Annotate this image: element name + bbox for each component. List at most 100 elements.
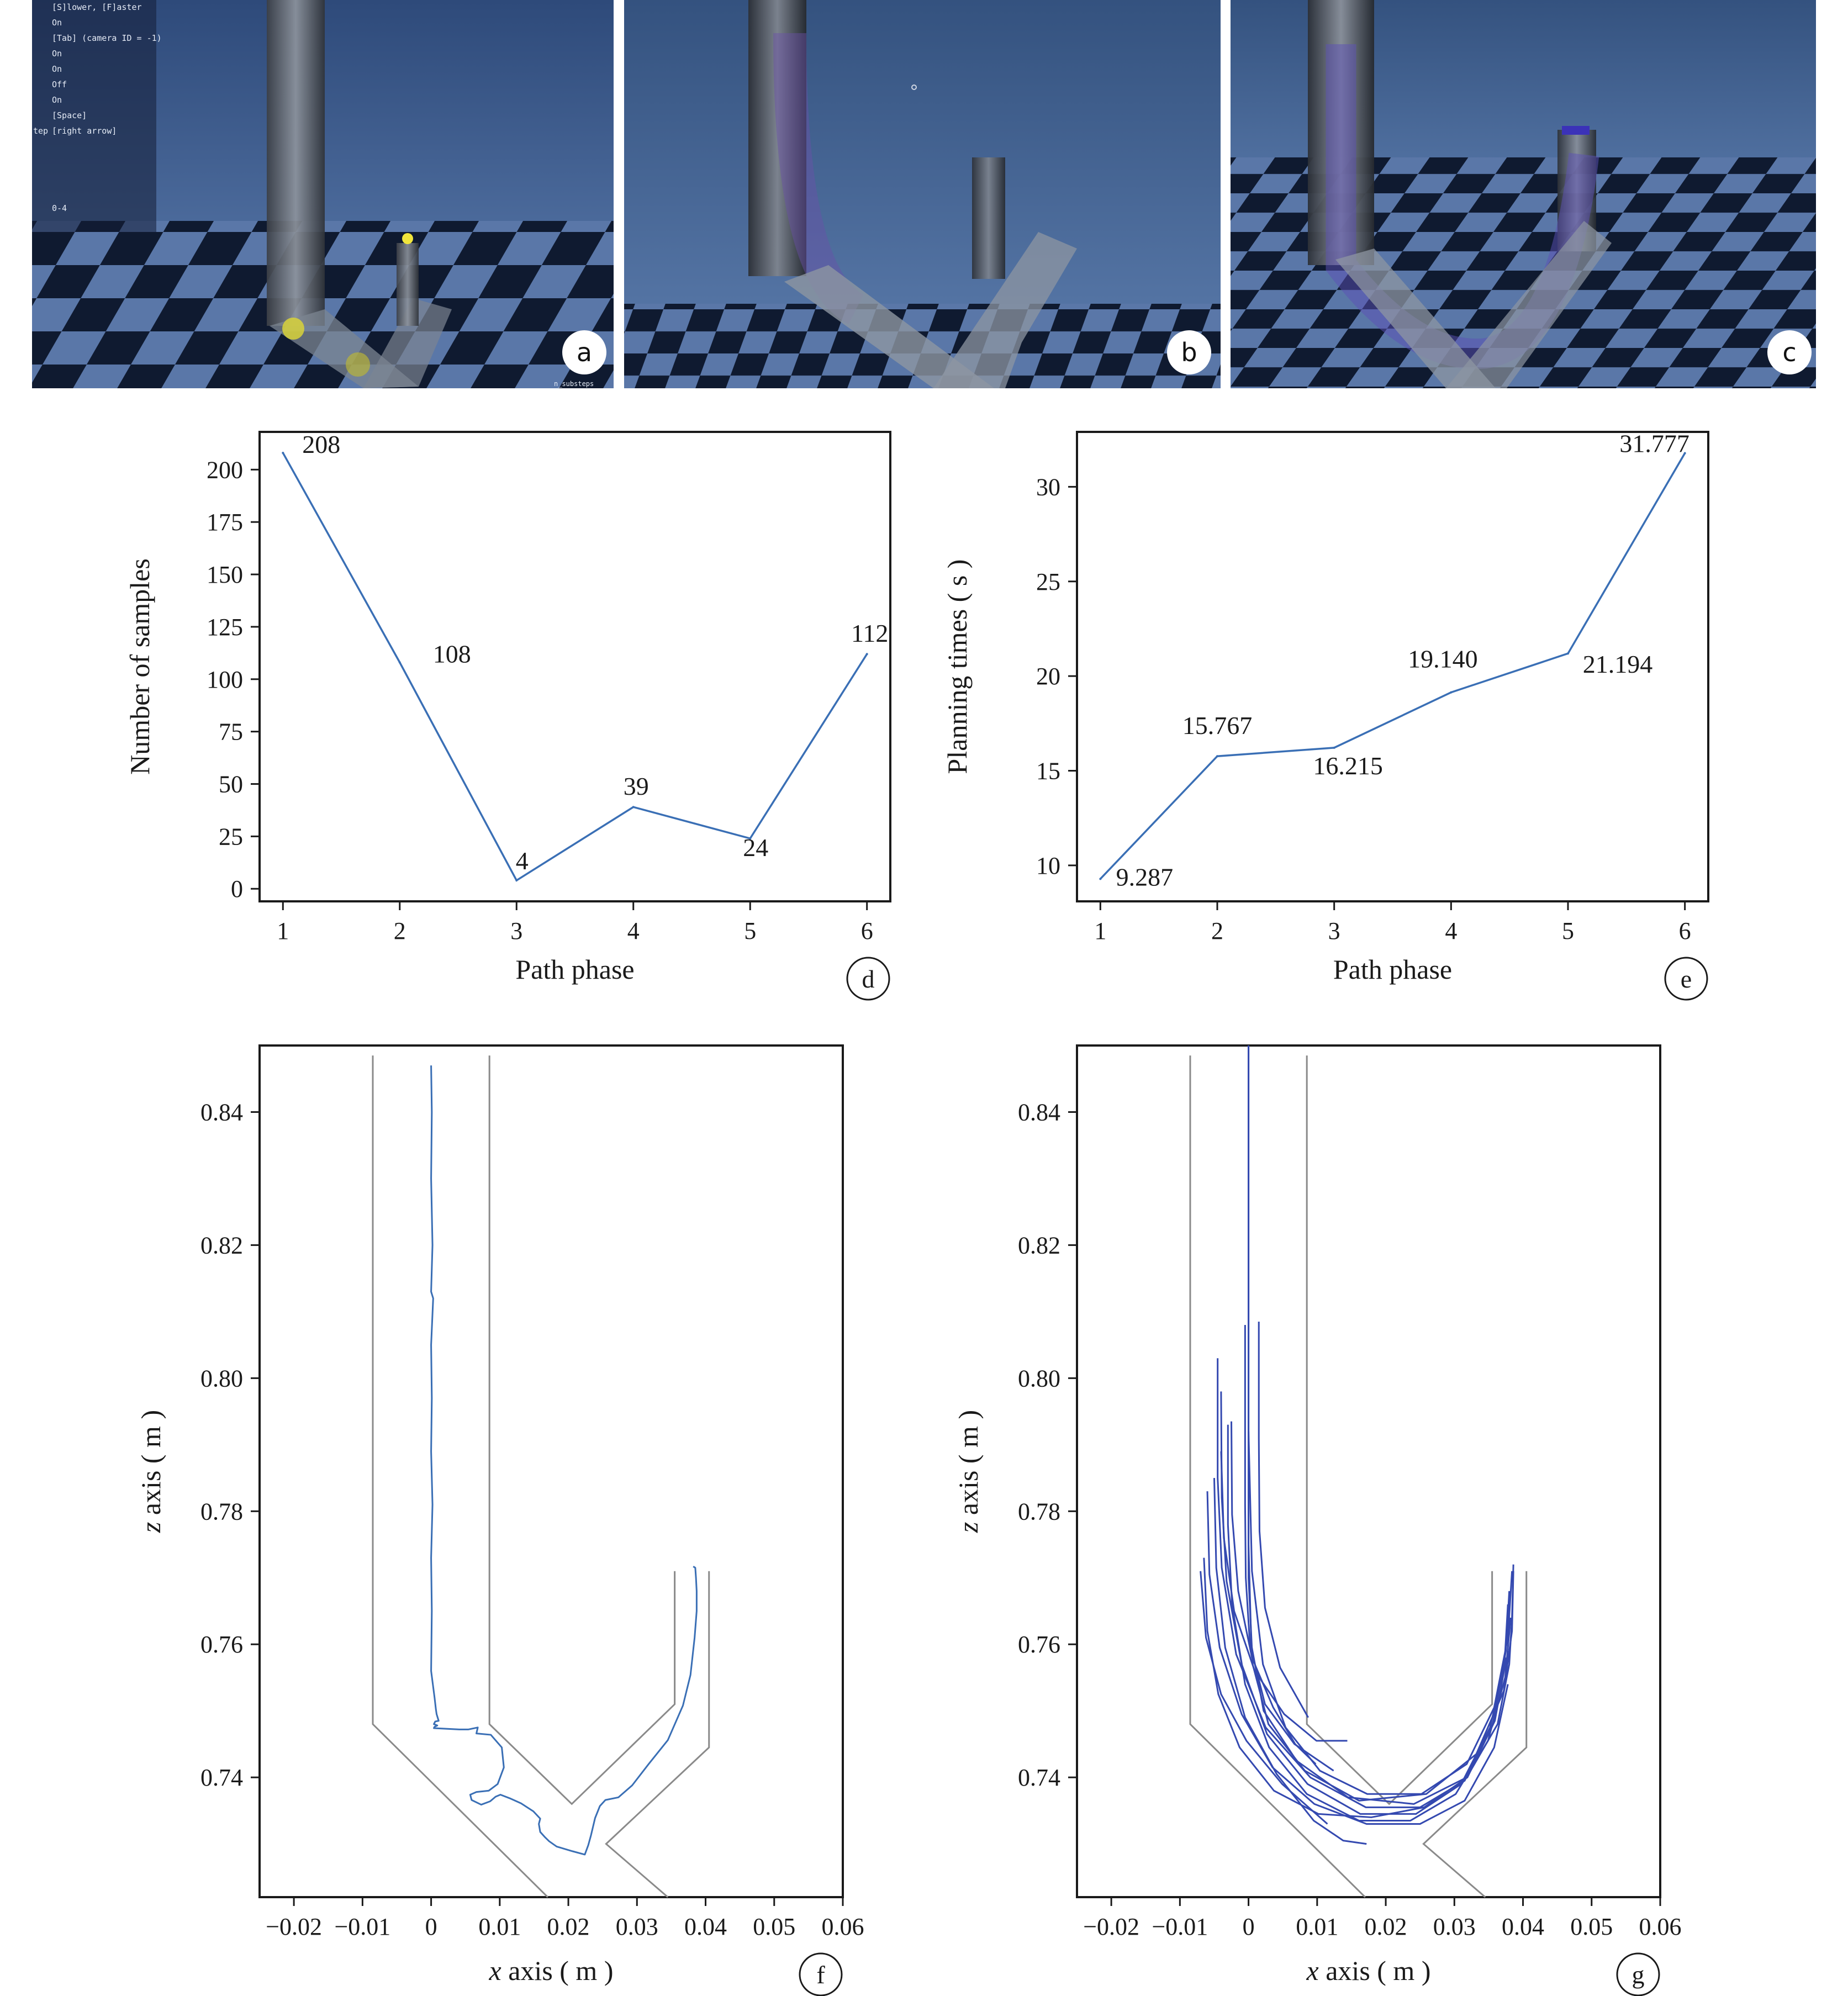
x-tick-label: 2 [394,917,406,944]
x-tick-label: 0.04 [1502,1913,1544,1940]
trajectory-line [1213,1478,1367,1845]
x-tick-label: −0.01 [334,1913,390,1940]
hud-line: [S]lower, [F]aster [52,2,142,12]
y-tick-label: 15 [1036,758,1060,785]
y-tick-label: 0.76 [1018,1631,1060,1658]
data-point [1567,652,1569,655]
trajectory-line [430,1065,698,1856]
hud-overlay: [S]lower, [F]aster On [Tab] (camera ID =… [32,0,162,232]
x-tick-label: 0 [1243,1913,1255,1940]
panel-letter-b: b [1167,330,1211,374]
simulation-panel-c: c [1231,0,1816,388]
panel-letter-circle [846,957,890,1001]
x-tick-label: 0.02 [547,1913,590,1940]
y-tick-label: 150 [207,561,243,588]
trajectory-line [1258,1321,1309,1718]
hud-line: 0-4 [52,203,67,213]
hud-line: [right arrow] [52,126,117,136]
y-tick-label: 30 [1036,473,1060,500]
x-axis-label: Path phase [515,954,634,985]
series-line [282,452,868,882]
data-point [515,879,518,882]
trajectory-line [1244,1324,1334,1772]
corner-status-text: n_substeps [554,380,594,388]
x-tick-label: 3 [510,917,522,944]
trajectory-line [1248,1045,1514,1802]
y-tick-label: 50 [219,771,243,798]
x-tick-label: 0.03 [1433,1913,1476,1940]
scene-c-graphic [1231,0,1816,388]
x-tick-label: 0.04 [684,1913,727,1940]
panel-letter-f: f [816,1961,825,1989]
trajectory-line [1231,1421,1317,1765]
plot-frame [1076,431,1709,902]
y-tick-label: 75 [219,719,243,746]
panel-letter-e: e [1681,965,1692,993]
x-tick-label: 6 [861,917,873,944]
y-tick-label: 0.74 [200,1764,243,1791]
x-tick-label: 1 [1094,917,1106,944]
x-tick-label: 5 [744,917,756,944]
plot-frame [258,1044,844,1898]
panel-letter-g: g [1632,1961,1645,1989]
data-label: 112 [851,619,888,647]
data-point [1333,746,1335,749]
panel-letter-c: c [1767,330,1812,374]
panel-letter-d: d [862,965,875,993]
x-tick-label: 0.02 [1365,1913,1407,1940]
series-line [1100,452,1686,880]
panel-letter-circle [1616,1952,1660,1996]
y-tick-label: 25 [219,823,243,850]
hud-line: [Tab] (camera ID = -1) [52,33,162,43]
x-tick-label: 0.06 [822,1913,864,1940]
x-tick-label: 0.03 [616,1913,658,1940]
plot-frame [1076,1044,1661,1898]
y-tick-label: 175 [207,509,243,536]
data-point [1099,878,1102,880]
simulation-panel-b: b [624,0,1221,388]
y-tick-label: 20 [1036,663,1060,690]
channel-wall [605,1571,710,1898]
x-axis-label: x axis ( m ) [489,1955,614,1986]
channel-wall [1306,1055,1493,1805]
channel-wall [372,1055,548,1898]
trajectory-line [1248,1045,1514,1805]
hud-line: On [52,64,62,74]
x-tick-label: −0.01 [1152,1913,1208,1940]
data-label: 39 [624,772,649,800]
data-label: 108 [433,640,471,668]
data-label: 15.767 [1182,711,1253,740]
y-tick-label: 0.76 [200,1631,243,1658]
data-label: 19.140 [1408,645,1478,673]
simulation-panel-a: [S]lower, [F]aster On [Tab] (camera ID =… [32,0,614,388]
y-tick-label: 25 [1036,568,1060,595]
y-tick-label: 200 [207,456,243,483]
channel-wall [1422,1571,1528,1898]
channel-wall [1189,1055,1366,1898]
data-label: 4 [516,847,529,875]
x-tick-label: −0.02 [266,1913,322,1940]
data-label: 24 [743,833,768,862]
data-point [1450,691,1453,694]
y-tick-label: 0.74 [1018,1764,1060,1791]
plot-frame [258,431,891,902]
y-tick-label: 0.84 [1018,1099,1060,1126]
y-tick-label: 0.80 [200,1365,243,1392]
x-tick-label: 4 [627,917,640,944]
hud-line: On [52,95,62,105]
panel-letter-a: a [562,330,606,374]
data-point [865,653,868,656]
x-tick-label: −0.02 [1083,1913,1139,1940]
data-point [398,661,401,664]
y-tick-label: 0.80 [1018,1365,1060,1392]
scene-b-graphic [624,0,1221,388]
x-tick-label: 0 [425,1913,437,1940]
y-tick-label: 125 [207,614,243,641]
panel-letter-circle [799,1952,843,1996]
x-tick-label: 3 [1328,917,1340,944]
data-label: 9.287 [1116,863,1174,891]
trajectory-line [1220,1391,1509,1815]
trajectory-line [1220,1451,1348,1742]
y-tick-label: 0 [231,875,243,902]
x-tick-label: 0.01 [1296,1913,1338,1940]
